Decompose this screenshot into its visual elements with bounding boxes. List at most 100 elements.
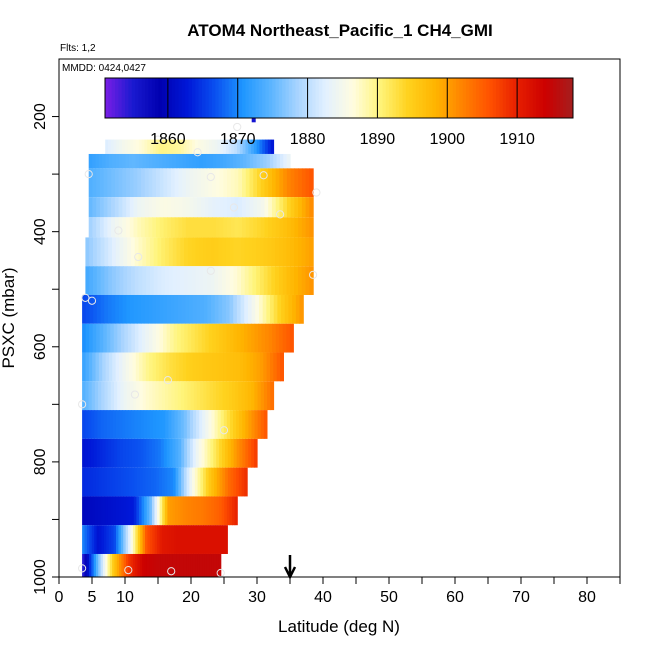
heat-cell [186,410,191,439]
x-tick-label: 60 [446,589,464,606]
heat-cell [199,266,204,295]
colorbar-cell [232,78,236,118]
heat-cell [133,139,137,154]
heat-cell [159,294,164,324]
heat-cell [166,323,171,353]
heat-cell [148,168,153,198]
heat-cell [121,553,125,577]
heat-cell [229,294,234,324]
heat-cell [275,237,280,267]
heat-cell [253,168,258,198]
colorbar-cell [111,78,116,118]
heat-cell [98,381,102,411]
colorbar-cell [462,78,467,118]
heat-cell [212,352,217,382]
heat-cell [183,525,187,554]
sample-point [134,252,143,262]
heat-cell [214,237,219,267]
sample-point [312,188,321,197]
colorbar-cell [435,78,440,118]
heat-cell [94,525,98,554]
heat-cell [167,467,171,497]
heat-cell [130,237,136,267]
heat-cell [148,323,154,353]
heat-cell [275,168,281,198]
heat-cell [251,323,256,353]
heat-cell [123,525,127,554]
heat-cell [234,168,239,198]
y-tick-label: 400 [32,218,49,245]
heat-cell [258,323,263,353]
heat-cell [142,381,147,411]
heat-cell [259,352,264,382]
heat-cell [129,352,134,382]
heat-cell [301,266,307,295]
heat-cell [218,294,223,324]
sample-point [124,565,133,575]
heat-cell [268,168,273,198]
heat-cell [144,197,150,218]
heat-cell [137,294,142,324]
heat-cell [197,197,202,218]
heat-cell [164,467,168,497]
heat-cell [139,153,143,169]
colorbar-cell [345,78,350,118]
heat-cell [219,153,224,169]
heat-cell [245,139,249,154]
heat-cell [245,410,250,439]
heat-cell [127,139,132,154]
colorbar-cell [476,78,480,118]
heat-cell [146,410,151,439]
heat-cell [100,294,105,324]
heat-cell [233,438,238,468]
heat-cell [194,467,199,497]
heat-cell [227,197,232,218]
heat-cell [217,525,221,554]
heat-cell [245,438,249,468]
heat-cell [260,381,265,411]
heat-cell [128,553,132,577]
heat-cell [200,525,204,554]
colorbar-cell [355,78,360,118]
heat-cell [144,139,148,154]
heat-cell [134,237,140,267]
heat-cell [266,294,271,324]
heat-cell [138,237,143,267]
heat-cell [148,197,153,218]
heat-cell [94,381,99,411]
heat-cell [158,139,162,154]
heat-cell [103,197,108,218]
heat-cell [82,381,86,411]
heat-cell [196,352,201,382]
heat-cell [178,168,183,198]
colorbar-cell [178,78,183,118]
colorbar-cell [175,78,180,118]
heat-cell [236,467,240,497]
heat-cell [152,410,157,439]
heat-cell [169,496,174,526]
heat-cell [245,217,251,238]
heat-cell [163,168,168,198]
heat-cell [128,496,132,526]
colorbar-cell [459,78,464,118]
heat-cell [218,553,222,577]
heat-cell [164,496,169,526]
heat-cell [162,496,166,526]
heat-cell [120,496,125,526]
sample-point [163,376,172,385]
colorbar-cell [359,78,363,118]
heat-cell [290,266,295,295]
colorbar-tick-label: 1910 [499,131,535,148]
heat-cell [105,496,109,526]
y-axis-label: PSXC (mbar) [0,267,18,368]
heat-cell [251,410,256,439]
colorbar-cell [312,78,317,118]
colorbar-cell [536,78,541,118]
heat-cell [101,467,105,497]
heat-cell [228,381,233,411]
heat-cell [249,352,254,382]
heat-cell [111,168,116,198]
heat-cell [149,438,153,468]
heat-cell [256,139,261,154]
heat-cell [82,294,87,324]
